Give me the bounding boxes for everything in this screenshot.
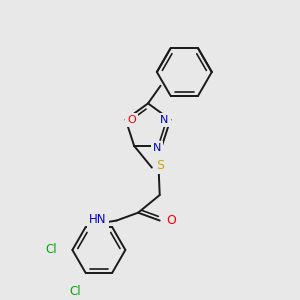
Text: N: N <box>160 115 169 125</box>
Text: S: S <box>156 159 164 172</box>
Text: O: O <box>167 214 176 227</box>
Text: Cl: Cl <box>69 285 81 298</box>
Text: N: N <box>153 143 161 153</box>
Text: Cl: Cl <box>45 244 57 256</box>
Text: O: O <box>127 115 136 125</box>
Text: HN: HN <box>89 213 107 226</box>
